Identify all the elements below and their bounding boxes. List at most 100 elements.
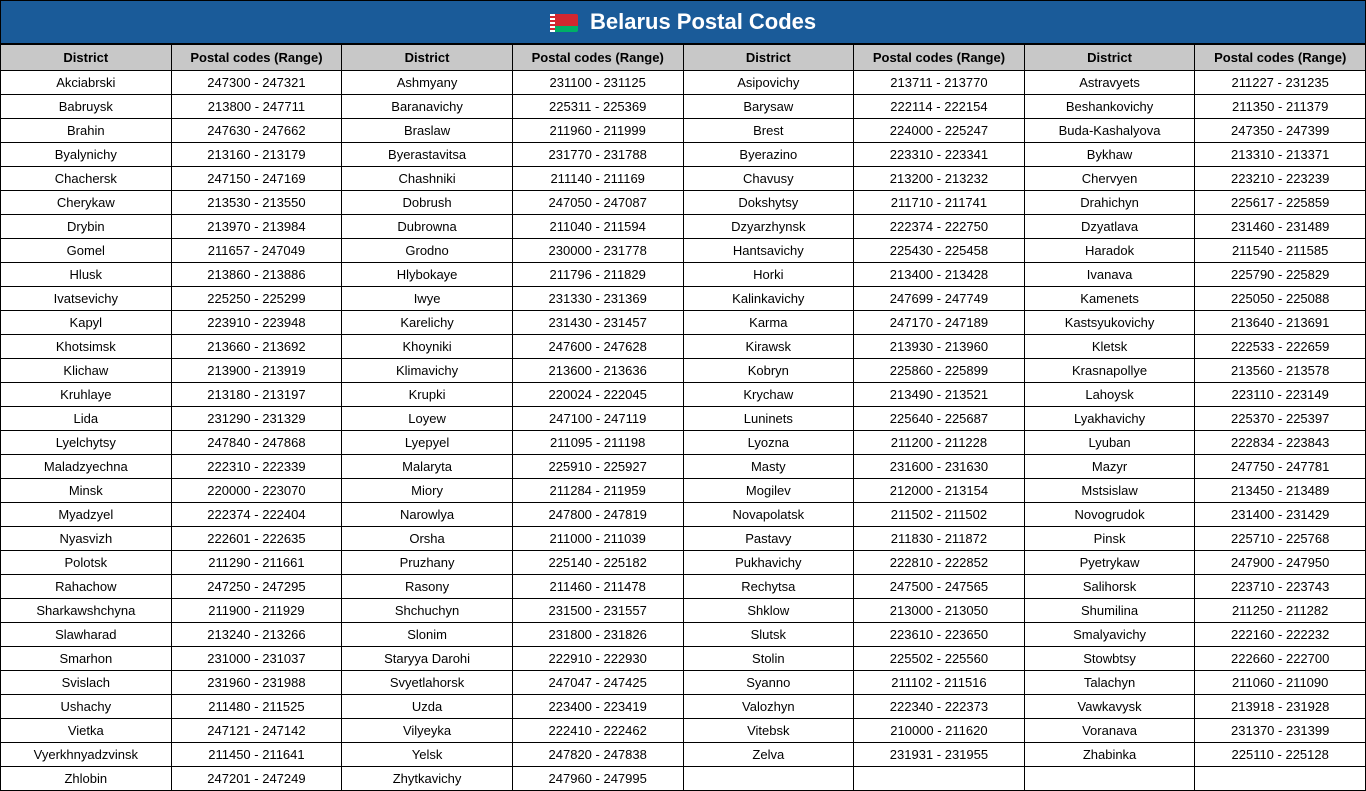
district-cell: Astravyets [1024,71,1195,95]
district-cell: Uzda [342,695,513,719]
district-cell: Beshankovichy [1024,95,1195,119]
district-cell: Chavusy [683,167,854,191]
range-cell: 225050 - 225088 [1195,287,1366,311]
range-cell: 225140 - 225182 [512,551,683,575]
district-cell: Vawkavysk [1024,695,1195,719]
district-cell: Slutsk [683,623,854,647]
range-cell: 211710 - 211741 [854,191,1025,215]
district-cell: Vilyeyka [342,719,513,743]
district-cell: Klichaw [1,359,172,383]
range-cell: 213918 - 231928 [1195,695,1366,719]
district-cell: Smalyavichy [1024,623,1195,647]
district-cell: Krychaw [683,383,854,407]
district-cell: Hlybokaye [342,263,513,287]
range-cell: 222114 - 222154 [854,95,1025,119]
table-row: Ushachy211480 - 211525Uzda223400 - 22341… [1,695,1366,719]
range-cell: 213310 - 213371 [1195,143,1366,167]
district-cell: Kobryn [683,359,854,383]
range-cell: 213200 - 213232 [854,167,1025,191]
range-cell: 247699 - 247749 [854,287,1025,311]
district-cell: Kletsk [1024,335,1195,359]
range-cell: 220024 - 222045 [512,383,683,407]
range-cell: 225311 - 225369 [512,95,683,119]
district-cell: Chervyen [1024,167,1195,191]
col-header-range: Postal codes (Range) [854,45,1025,71]
range-cell: 211140 - 211169 [512,167,683,191]
table-row: Ivatsevichy225250 - 225299Iwye231330 - 2… [1,287,1366,311]
table-row: Zhlobin247201 - 247249Zhytkavichy247960 … [1,767,1366,791]
table-row: Slawharad213240 - 213266Slonim231800 - 2… [1,623,1366,647]
district-cell: Pyetrykaw [1024,551,1195,575]
range-cell: 225502 - 225560 [854,647,1025,671]
range-cell: 211460 - 211478 [512,575,683,599]
range-cell: 224000 - 225247 [854,119,1025,143]
range-cell: 211102 - 211516 [854,671,1025,695]
range-cell: 247840 - 247868 [171,431,342,455]
range-cell: 222160 - 222232 [1195,623,1366,647]
district-cell: Talachyn [1024,671,1195,695]
district-cell: Akciabrski [1,71,172,95]
district-cell: Chashniki [342,167,513,191]
range-cell: 213450 - 213489 [1195,479,1366,503]
district-cell: Shklow [683,599,854,623]
district-cell: Asipovichy [683,71,854,95]
table-row: Rahachow247250 - 247295Rasony211460 - 21… [1,575,1366,599]
range-cell: 211040 - 211594 [512,215,683,239]
table-row: Khotsimsk213660 - 213692Khoyniki247600 -… [1,335,1366,359]
postal-codes-table: DistrictPostal codes (Range)DistrictPost… [0,44,1366,791]
page-header: Belarus Postal Codes [0,0,1366,44]
col-header-district: District [683,45,854,71]
range-cell: 225790 - 225829 [1195,263,1366,287]
district-cell: Byerastavitsa [342,143,513,167]
district-cell: Salihorsk [1024,575,1195,599]
range-cell: 211250 - 211282 [1195,599,1366,623]
district-cell: Valozhyn [683,695,854,719]
range-cell: 213180 - 213197 [171,383,342,407]
range-cell: 213900 - 213919 [171,359,342,383]
district-cell: Miory [342,479,513,503]
district-cell: Babruysk [1,95,172,119]
district-cell: Slonim [342,623,513,647]
district-cell: Yelsk [342,743,513,767]
range-cell: 231000 - 231037 [171,647,342,671]
district-cell: Lyuban [1024,431,1195,455]
table-row: Klichaw213900 - 213919Klimavichy213600 -… [1,359,1366,383]
district-cell: Mazyr [1024,455,1195,479]
range-cell: 211290 - 211661 [171,551,342,575]
district-cell: Kastsyukovichy [1024,311,1195,335]
district-cell: Dzyatlava [1024,215,1195,239]
district-cell: Baranavichy [342,95,513,119]
table-row: Cherykaw213530 - 213550Dobrush247050 - 2… [1,191,1366,215]
table-row: Myadzyel222374 - 222404Narowlya247800 - … [1,503,1366,527]
district-cell: Brest [683,119,854,143]
district-cell: Zhlobin [1,767,172,791]
district-cell: Rasony [342,575,513,599]
table-row: Kapyl223910 - 223948Karelichy231430 - 23… [1,311,1366,335]
district-cell: Khoyniki [342,335,513,359]
range-cell: 222310 - 222339 [171,455,342,479]
district-cell: Ivanava [1024,263,1195,287]
district-cell: Kirawsk [683,335,854,359]
table-row: Drybin213970 - 213984Dubrowna211040 - 21… [1,215,1366,239]
range-cell: 213600 - 213636 [512,359,683,383]
col-header-range: Postal codes (Range) [512,45,683,71]
table-row: Akciabrski247300 - 247321Ashmyany231100 … [1,71,1366,95]
range-cell: 247960 - 247995 [512,767,683,791]
range-cell: 211502 - 211502 [854,503,1025,527]
district-cell: Malaryta [342,455,513,479]
range-cell: 211200 - 211228 [854,431,1025,455]
table-row: Gomel211657 - 247049Grodno230000 - 23177… [1,239,1366,263]
range-cell: 213490 - 213521 [854,383,1025,407]
table-row: Kruhlaye213180 - 213197Krupki220024 - 22… [1,383,1366,407]
range-cell: 225250 - 225299 [171,287,342,311]
district-cell: Slawharad [1,623,172,647]
range-cell: 225640 - 225687 [854,407,1025,431]
district-cell: Vitebsk [683,719,854,743]
table-header-row: DistrictPostal codes (Range)DistrictPost… [1,45,1366,71]
district-cell: Stowbtsy [1024,647,1195,671]
district-cell: Lyelchytsy [1,431,172,455]
table-row: Svislach231960 - 231988Svyetlahorsk24704… [1,671,1366,695]
district-cell: Narowlya [342,503,513,527]
table-row: Maladzyechna222310 - 222339Malaryta22591… [1,455,1366,479]
range-cell [854,767,1025,791]
